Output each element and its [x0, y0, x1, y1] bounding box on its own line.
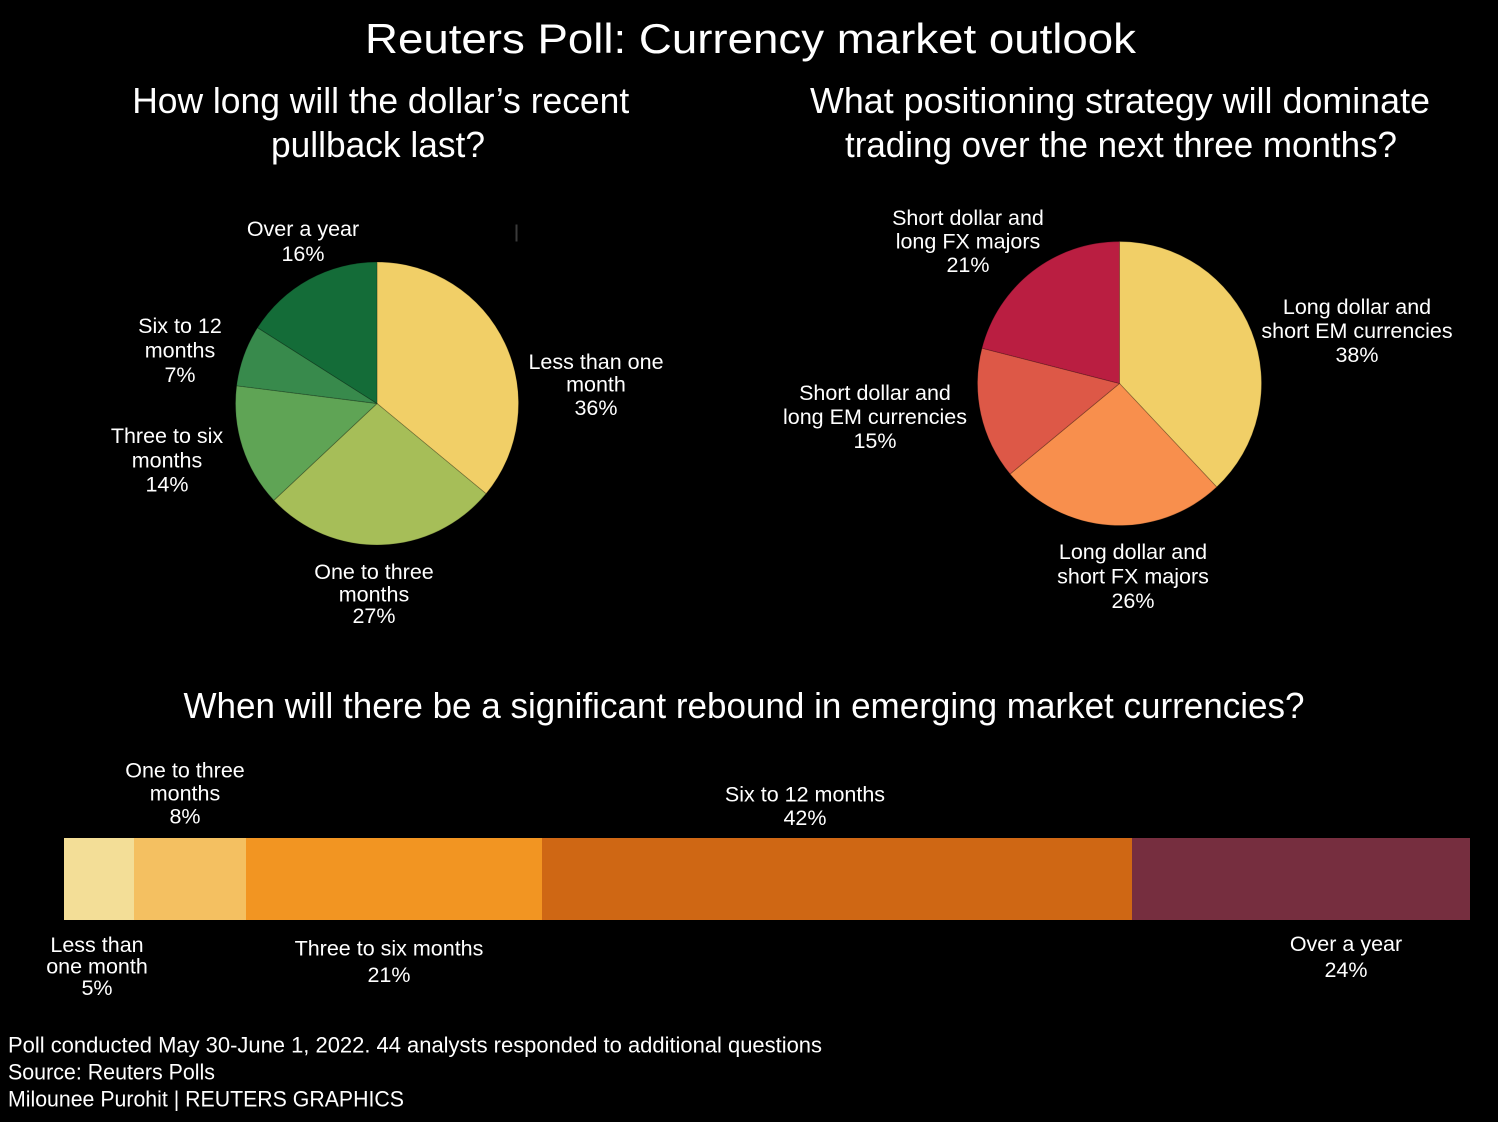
svg-text:One to three: One to three — [314, 560, 434, 584]
svg-text:Over a year: Over a year — [1290, 932, 1402, 956]
svg-text:36%: 36% — [574, 396, 617, 420]
svg-text:26%: 26% — [1111, 589, 1154, 613]
svg-text:42%: 42% — [783, 806, 826, 830]
svg-text:short FX majors: short FX majors — [1057, 565, 1209, 589]
svg-text:Poll conducted May 30-June 1,: Poll conducted May 30-June 1, 2022. 44 a… — [8, 1033, 822, 1058]
svg-text:15%: 15% — [853, 429, 896, 453]
svg-text:7%: 7% — [164, 363, 195, 387]
svg-text:14%: 14% — [145, 473, 188, 497]
svg-text:month: month — [566, 373, 626, 397]
svg-text:21%: 21% — [367, 963, 410, 987]
svg-text:months: months — [145, 339, 216, 363]
svg-text:5%: 5% — [81, 976, 112, 1000]
svg-text:pullback last?: pullback last? — [271, 124, 485, 165]
svg-text:27%: 27% — [352, 604, 395, 628]
svg-text:Long dollar and: Long dollar and — [1059, 540, 1207, 564]
svg-text:Six to 12 months: Six to 12 months — [725, 782, 885, 806]
svg-text:Six to 12: Six to 12 — [138, 314, 222, 338]
svg-text:Long dollar and: Long dollar and — [1283, 295, 1431, 319]
svg-text:one month: one month — [46, 955, 148, 979]
svg-text:8%: 8% — [169, 805, 200, 829]
svg-text:Three to six months: Three to six months — [295, 937, 484, 961]
svg-text:months: months — [150, 782, 221, 806]
svg-text:Over a year: Over a year — [247, 217, 359, 241]
svg-text:Milounee Purohit | REUTERS GRA: Milounee Purohit | REUTERS GRAPHICS — [8, 1087, 404, 1112]
svg-text:What positioning strategy will: What positioning strategy will dominate — [810, 80, 1430, 121]
svg-text:long FX majors: long FX majors — [896, 230, 1041, 254]
svg-text:short EM currencies: short EM currencies — [1261, 319, 1452, 343]
svg-text:Short dollar and: Short dollar and — [799, 381, 951, 405]
svg-text:Less than one: Less than one — [528, 350, 663, 374]
svg-text:21%: 21% — [946, 253, 989, 277]
svg-text:months: months — [339, 583, 410, 607]
svg-text:Source: Reuters Polls: Source: Reuters Polls — [8, 1060, 215, 1085]
svg-text:24%: 24% — [1324, 958, 1367, 982]
svg-text:One to three: One to three — [125, 759, 245, 783]
svg-text:Short dollar and: Short dollar and — [892, 206, 1044, 230]
svg-text:When will there be a significa: When will there be a significant rebound… — [184, 685, 1305, 726]
svg-text:How long will the dollar’s rec: How long will the dollar’s recent — [132, 80, 629, 121]
svg-text:long EM currencies: long EM currencies — [783, 405, 967, 429]
svg-text:38%: 38% — [1335, 343, 1378, 367]
svg-text:months: months — [132, 449, 203, 473]
svg-text:Three to six: Three to six — [111, 424, 224, 448]
svg-text:16%: 16% — [281, 242, 324, 266]
svg-text:Less than: Less than — [50, 933, 143, 957]
svg-text:trading over the next three mo: trading over the next three months? — [845, 124, 1397, 165]
svg-text:Reuters Poll: Currency market: Reuters Poll: Currency market outlook — [365, 15, 1137, 62]
